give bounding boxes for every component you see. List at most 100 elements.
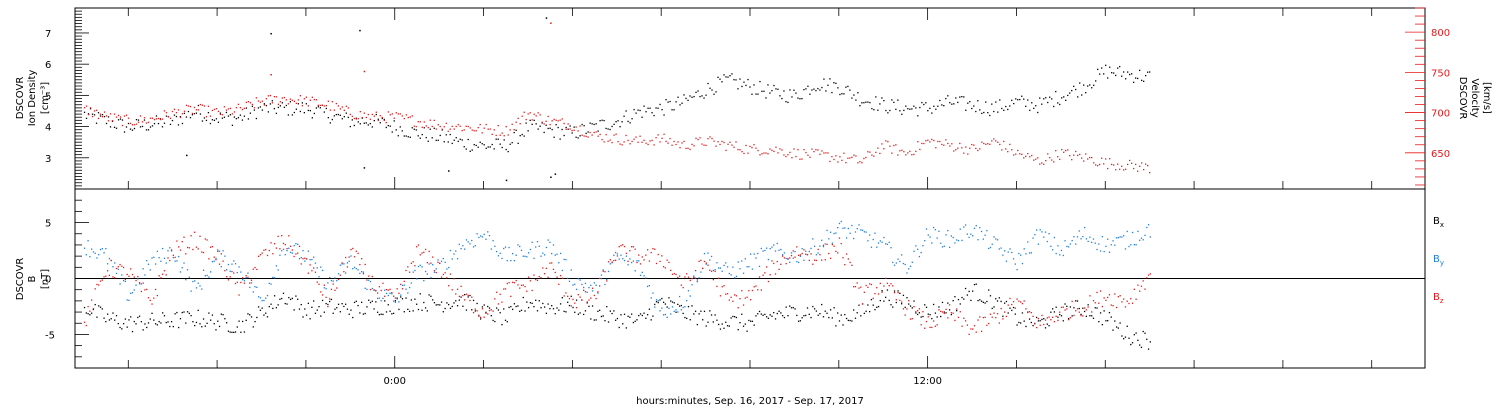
- data-point: [1009, 105, 1011, 107]
- data-point: [493, 129, 495, 131]
- data-point: [1089, 156, 1091, 159]
- data-point: [325, 296, 327, 299]
- data-point: [773, 262, 775, 265]
- data-point: [412, 261, 414, 263]
- data-point: [397, 113, 399, 115]
- data-point: [215, 329, 217, 331]
- data-point: [553, 118, 555, 121]
- data-point: [741, 290, 743, 292]
- data-point: [1023, 157, 1025, 159]
- data-point: [849, 157, 851, 159]
- data-point: [916, 309, 919, 312]
- data-point: [1051, 308, 1054, 310]
- data-point: [545, 267, 548, 269]
- data-point: [138, 315, 141, 317]
- data-point: [220, 313, 222, 315]
- data-point: [1050, 319, 1052, 321]
- data-point: [639, 313, 642, 315]
- data-point: [138, 282, 141, 284]
- data-point: [865, 310, 867, 312]
- data-point: [243, 115, 246, 117]
- data-point: [215, 258, 217, 261]
- data-point: [334, 277, 336, 279]
- data-point: [1105, 64, 1107, 66]
- data-point: [941, 301, 944, 304]
- data-point: [1096, 248, 1098, 251]
- data-point: [1060, 249, 1063, 252]
- data-point: [998, 322, 1000, 324]
- data-point: [243, 280, 246, 282]
- data-point: [269, 103, 272, 105]
- data-point: [1034, 233, 1036, 236]
- data-point: [421, 126, 423, 128]
- data-point: [227, 330, 230, 332]
- data-point: [273, 277, 276, 279]
- data-point: [761, 90, 763, 93]
- data-point: [783, 257, 786, 259]
- data-point: [1103, 250, 1105, 253]
- data-point: [1053, 161, 1055, 163]
- data-point: [319, 107, 321, 109]
- data-point: [803, 249, 805, 251]
- data-point: [174, 313, 176, 315]
- data-point: [505, 125, 507, 128]
- data-point: [1037, 320, 1040, 322]
- data-point: [999, 99, 1001, 101]
- data-point: [837, 87, 839, 89]
- data-point: [185, 279, 187, 281]
- data-point: [491, 143, 493, 146]
- data-point: [122, 266, 125, 269]
- data-point: [424, 248, 427, 251]
- data-point: [537, 128, 539, 130]
- data-point: [1101, 236, 1104, 238]
- data-point: [948, 246, 951, 248]
- data-point: [197, 282, 199, 284]
- data-point: [579, 125, 581, 127]
- data-point: [721, 81, 723, 83]
- data-point: [902, 262, 905, 265]
- data-point: [329, 276, 331, 279]
- data-point: [1031, 154, 1033, 157]
- legend-by: By: [1433, 254, 1444, 267]
- data-point: [935, 147, 937, 149]
- data-point: [684, 306, 686, 308]
- data-point: [687, 290, 690, 292]
- data-point: [98, 284, 100, 286]
- data-point: [1110, 244, 1112, 246]
- data-point: [613, 134, 615, 136]
- data-point: [977, 149, 979, 152]
- data-point: [867, 304, 869, 306]
- data-point: [621, 121, 623, 123]
- data-point: [863, 157, 865, 160]
- data-point: [1083, 226, 1086, 229]
- data-point: [173, 108, 176, 110]
- data-point: [149, 117, 152, 119]
- data-point: [794, 308, 796, 310]
- data-point: [559, 275, 562, 277]
- data-point: [410, 282, 413, 284]
- data-point: [261, 307, 263, 309]
- data-point: [124, 280, 127, 283]
- data-point: [705, 262, 707, 264]
- data-point: [700, 271, 702, 273]
- data-point: [1021, 262, 1024, 265]
- data-point: [989, 246, 992, 249]
- data-point: [167, 250, 169, 252]
- data-point: [1025, 105, 1027, 107]
- data-point: [625, 110, 627, 112]
- data-point: [970, 233, 972, 235]
- data-point: [1032, 324, 1034, 327]
- data-point: [906, 272, 908, 274]
- data-point: [302, 258, 304, 260]
- data-point: [723, 327, 725, 329]
- data-point: [891, 152, 893, 154]
- data-point: [742, 304, 745, 306]
- data-point: [325, 104, 327, 107]
- data-point: [964, 320, 967, 322]
- data-point: [611, 125, 613, 128]
- data-point: [849, 232, 851, 234]
- data-point: [87, 113, 90, 115]
- data-point: [710, 270, 713, 272]
- data-point: [1027, 311, 1029, 314]
- data-point: [186, 311, 189, 313]
